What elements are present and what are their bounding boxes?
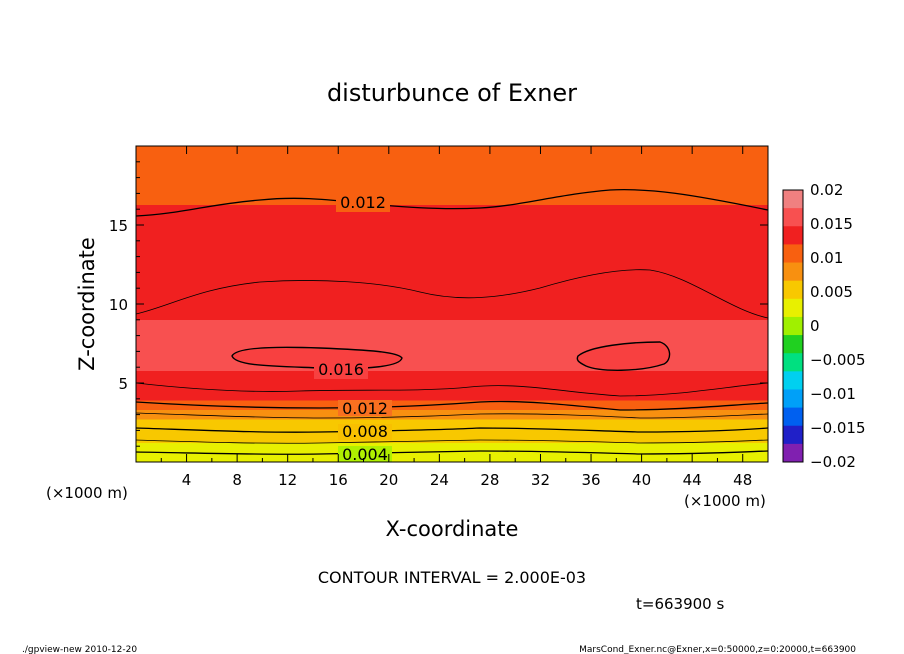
colorbar-tick-label: −0.01 — [810, 385, 856, 403]
contour-lower-004 — [136, 450, 768, 455]
colorbar-swatch — [783, 280, 803, 300]
colorbar-swatch — [783, 298, 803, 318]
colorbar-tick-label: −0.02 — [810, 453, 856, 471]
contour-lower-014 — [136, 382, 768, 397]
x-tick-label: 36 — [581, 471, 600, 489]
contour-upper-012 — [136, 189, 768, 217]
label-bg — [338, 400, 392, 416]
colorbar-swatch — [783, 443, 803, 463]
x-tick-label: 40 — [632, 471, 651, 489]
colorbar-swatch — [783, 316, 803, 336]
colorbar-swatch — [783, 262, 803, 282]
label-bg — [338, 424, 392, 440]
footer-left: ./gpview-new 2010-12-20 — [22, 645, 137, 654]
y-tick-label: 5 — [118, 375, 128, 393]
contour-interval: CONTOUR INTERVAL = 2.000E-03 — [318, 568, 586, 587]
contour-label-016: 0.016 — [318, 360, 364, 379]
colorbar-swatch — [783, 208, 803, 227]
time-label: t=663900 s — [636, 595, 724, 613]
x-unit-right: (×1000 m) — [684, 492, 766, 510]
y-tick-label: 15 — [109, 217, 128, 235]
colorbar-swatch — [783, 371, 803, 390]
colorbar-tick-label: 0.015 — [810, 215, 853, 233]
label-bg — [314, 359, 368, 379]
x-tick-label: 28 — [480, 471, 499, 489]
contour-lower-008 — [136, 427, 768, 433]
colorbar-swatch — [783, 335, 803, 354]
contour-lower-010 — [136, 412, 768, 419]
label-bg — [336, 192, 390, 212]
contour-label-012-top: 0.012 — [340, 193, 386, 212]
colorbar-tick-label: 0.01 — [810, 249, 843, 267]
x-tick-label: 48 — [733, 471, 752, 489]
core-right — [576, 341, 671, 371]
x-tick-label: 12 — [278, 471, 297, 489]
x-tick-label: 24 — [430, 471, 449, 489]
contour-label-004: 0.004 — [342, 445, 388, 464]
x-tick-label: 20 — [379, 471, 398, 489]
chart-title: disturbunce of Exner — [327, 79, 577, 107]
colorbar-tick-label: −0.015 — [810, 419, 866, 437]
footer-right: MarsCond_Exner.nc@Exner,x=0:50000,z=0:20… — [579, 645, 856, 654]
colorbar-tick-label: −0.005 — [810, 351, 866, 369]
x-tick-label: 32 — [531, 471, 550, 489]
x-axis-label: X-coordinate — [386, 517, 519, 541]
x-tick-label: 44 — [683, 471, 702, 489]
y-axis-label: Z-coordinate — [75, 237, 99, 371]
colorbar-frame — [782, 189, 804, 463]
label-bg — [338, 446, 392, 462]
contour-lower-006 — [136, 439, 768, 444]
colorbar-tick-label: 0.02 — [810, 181, 843, 199]
contour-lower-012 — [136, 400, 768, 411]
x-tick-label: 4 — [182, 471, 192, 489]
colorbar-swatch — [783, 244, 803, 264]
colorbar-swatch — [783, 407, 803, 427]
y-axis: 5 10 15 — [109, 161, 768, 447]
colorbar-swatch — [783, 226, 803, 245]
colorbar-swatch — [783, 353, 803, 372]
plot-area: 0.012 0.016 0.012 0.008 0.004 — [136, 146, 768, 464]
colorbar-swatch — [783, 190, 803, 209]
x-tick-label: 8 — [232, 471, 242, 489]
contour-label-012-bottom: 0.012 — [342, 399, 388, 418]
contour-upper-014 — [136, 269, 768, 319]
x-axis: 4 8 12 16 20 24 28 32 36 40 44 48 — [160, 146, 752, 489]
contour-label-008: 0.008 — [342, 422, 388, 441]
colorbar-tick-label: 0.005 — [810, 283, 853, 301]
x-unit-left: (×1000 m) — [46, 484, 128, 502]
colorbar-swatch — [783, 389, 803, 409]
colorbar-tick-label: 0 — [810, 317, 820, 335]
colorbar: 0.02 0.015 0.01 0.005 0 −0.005 −0.01 −0.015 −0.0… — [782, 181, 866, 471]
colorbar-swatch — [783, 425, 803, 445]
y-tick-label: 10 — [109, 296, 128, 314]
x-tick-label: 16 — [329, 471, 348, 489]
